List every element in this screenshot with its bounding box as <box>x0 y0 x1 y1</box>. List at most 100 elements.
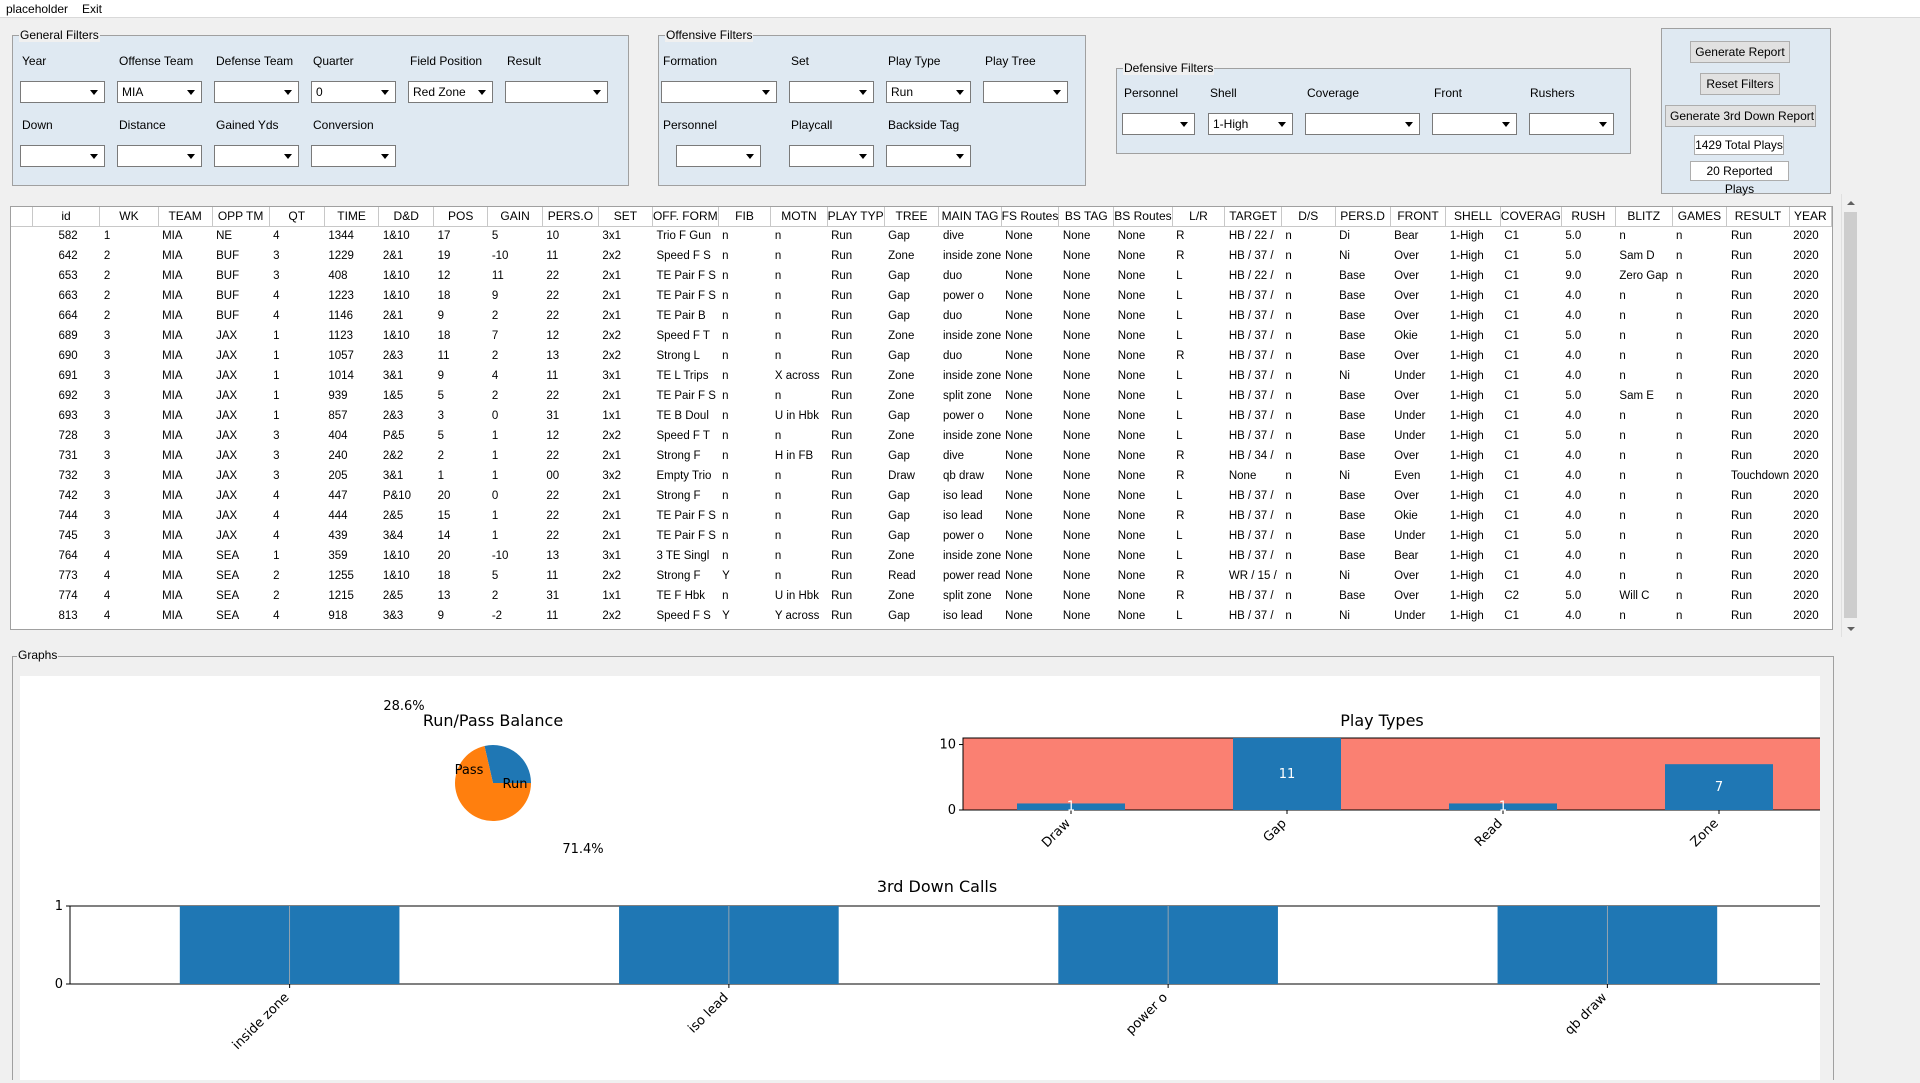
set-combo[interactable] <box>789 81 874 103</box>
chevron-down-icon[interactable] <box>855 84 871 100</box>
column-header[interactable]: POS <box>433 207 489 227</box>
offense-team-combo[interactable]: MIA <box>117 81 202 103</box>
shell-combo[interactable]: 1-High <box>1208 113 1293 135</box>
plays-table[interactable]: id WK TEAM OPP TM QT TIME D&D POS GAIN PERS.O SET O… <box>10 206 1833 630</box>
conversion-combo[interactable] <box>311 145 396 167</box>
table-row[interactable]: 742 3 MIA JAX 4 447 P&10 20 0 22 2x1 Strong F n n Run G… <box>11 486 1832 506</box>
table-row[interactable]: 731 3 MIA JAX 3 240 2&2 2 1 22 2x1 Strong F n H in FB… <box>11 446 1832 466</box>
menu-item-exit[interactable]: Exit <box>82 2 103 16</box>
chevron-down-icon[interactable] <box>1401 116 1417 132</box>
column-header[interactable]: D/S <box>1281 207 1336 227</box>
chevron-down-icon[interactable] <box>589 84 605 100</box>
playcall-combo[interactable] <box>789 145 874 167</box>
off-personnel-combo[interactable] <box>676 145 761 167</box>
chevron-down-icon[interactable] <box>183 84 199 100</box>
table-row[interactable]: 691 3 MIA JAX 1 1014 3&1 9 4 11 3x1 TE L Trips n X ac… <box>11 366 1832 386</box>
chevron-down-icon[interactable] <box>1595 116 1611 132</box>
column-header[interactable]: PLAY TYP <box>827 207 885 227</box>
down-combo[interactable] <box>20 145 105 167</box>
field-position-combo[interactable]: Red Zone <box>408 81 493 103</box>
column-header[interactable]: TREE <box>884 207 940 227</box>
column-header[interactable]: GAMES <box>1672 207 1728 227</box>
defense-team-combo[interactable] <box>214 81 299 103</box>
table-row[interactable]: 813 4 MIA SEA 4 918 3&3 9 -2 11 2x2 Speed F S Y Y acr… <box>11 606 1832 626</box>
chevron-down-icon[interactable] <box>280 148 296 164</box>
gained-yds-combo[interactable] <box>214 145 299 167</box>
column-header[interactable]: TEAM <box>158 207 213 227</box>
front-combo[interactable] <box>1432 113 1517 135</box>
column-header[interactable]: L/R <box>1172 207 1226 227</box>
column-header[interactable]: D&D <box>378 207 435 227</box>
column-header[interactable]: BS Routes <box>1113 207 1173 227</box>
table-row[interactable]: 653 2 MIA BUF 3 408 1&10 12 11 22 2x1 TE Pair F S n n… <box>11 266 1832 286</box>
column-header[interactable]: YEAR <box>1789 207 1832 227</box>
chevron-down-icon[interactable] <box>377 84 393 100</box>
column-header[interactable]: OPP TM <box>212 207 270 227</box>
table-row[interactable]: 728 3 MIA JAX 3 404 P&5 5 1 12 2x2 Speed F T n n Run Zo… <box>11 426 1832 446</box>
column-header[interactable]: TIME <box>324 207 380 227</box>
column-header[interactable]: MOTN <box>770 207 828 227</box>
result-combo[interactable] <box>505 81 608 103</box>
chevron-down-icon[interactable] <box>855 148 871 164</box>
scroll-down-icon[interactable] <box>1842 620 1859 637</box>
chevron-down-icon[interactable] <box>1274 116 1290 132</box>
backside-tag-combo[interactable] <box>886 145 971 167</box>
coverage-combo[interactable] <box>1305 113 1420 135</box>
column-header[interactable]: BS TAG <box>1058 207 1115 227</box>
play-type-combo[interactable]: Run <box>886 81 971 103</box>
play-tree-combo[interactable] <box>983 81 1068 103</box>
chevron-down-icon[interactable] <box>742 148 758 164</box>
column-header[interactable]: FRONT <box>1390 207 1447 227</box>
column-header[interactable]: RESULT <box>1726 207 1790 227</box>
column-header[interactable]: PERS.D <box>1335 207 1391 227</box>
chevron-down-icon[interactable] <box>758 84 774 100</box>
chevron-down-icon[interactable] <box>280 84 296 100</box>
chevron-down-icon[interactable] <box>86 84 102 100</box>
column-header[interactable]: MAIN TAG <box>938 207 1002 227</box>
table-row[interactable]: 689 3 MIA JAX 1 1123 1&10 18 7 12 2x2 Speed F T n n Ru… <box>11 326 1832 346</box>
chevron-down-icon[interactable] <box>474 84 490 100</box>
column-header[interactable]: id <box>32 207 101 227</box>
chevron-down-icon[interactable] <box>1176 116 1192 132</box>
distance-combo[interactable] <box>117 145 202 167</box>
table-row[interactable]: 642 2 MIA BUF 3 1229 2&1 19 -10 11 2x2 Speed F S n n R… <box>11 246 1832 266</box>
column-header[interactable]: RUSH <box>1561 207 1616 227</box>
table-row[interactable]: 774 4 MIA SEA 2 1215 2&5 13 2 31 1x1 TE F Hbk n U in … <box>11 586 1832 606</box>
chevron-down-icon[interactable] <box>952 148 968 164</box>
formation-combo[interactable] <box>661 81 777 103</box>
table-row[interactable]: 732 3 MIA JAX 3 205 3&1 1 1 00 3x2 Empty Trio n n Run D… <box>11 466 1832 486</box>
column-header[interactable]: SET <box>598 207 653 227</box>
scroll-thumb[interactable] <box>1844 212 1857 618</box>
generate-3rd-down-report-button[interactable]: Generate 3rd Down Report <box>1665 105 1816 127</box>
table-row[interactable]: 764 4 MIA SEA 1 359 1&10 20 -10 13 3x1 3 TE Singl n n… <box>11 546 1832 566</box>
column-header[interactable]: BLITZ <box>1615 207 1673 227</box>
table-vertical-scrollbar[interactable] <box>1841 194 1858 637</box>
column-header[interactable]: FIB <box>718 207 772 227</box>
table-row[interactable]: 690 3 MIA JAX 1 1057 2&3 11 2 13 2x2 Strong L n n Run G… <box>11 346 1832 366</box>
column-header[interactable]: OFF. FORM <box>652 207 719 227</box>
table-row[interactable]: 663 2 MIA BUF 4 1223 1&10 18 9 22 2x1 TE Pair F S n n… <box>11 286 1832 306</box>
table-row[interactable]: 693 3 MIA JAX 1 857 2&3 3 0 31 1x1 TE B Doul n U in H… <box>11 406 1832 426</box>
reset-filters-button[interactable]: Reset Filters <box>1700 73 1780 95</box>
column-header[interactable]: QT <box>269 207 325 227</box>
column-header[interactable]: SHELL <box>1445 207 1501 227</box>
chevron-down-icon[interactable] <box>86 148 102 164</box>
scroll-up-icon[interactable] <box>1842 194 1859 211</box>
generate-report-button[interactable]: Generate Report <box>1690 41 1790 63</box>
column-header[interactable]: WK <box>99 207 159 227</box>
table-row[interactable]: 582 1 MIA NE 4 1344 1&10 17 5 10 3x1 Trio F Gun n n Ru… <box>11 226 1832 246</box>
column-header[interactable]: TARGET <box>1224 207 1282 227</box>
chevron-down-icon[interactable] <box>377 148 393 164</box>
def-personnel-combo[interactable] <box>1122 113 1195 135</box>
rushers-combo[interactable] <box>1529 113 1614 135</box>
chevron-down-icon[interactable] <box>952 84 968 100</box>
quarter-combo[interactable]: 0 <box>311 81 396 103</box>
chevron-down-icon[interactable] <box>1498 116 1514 132</box>
column-header[interactable]: GAIN <box>487 207 543 227</box>
chevron-down-icon[interactable] <box>1049 84 1065 100</box>
chevron-down-icon[interactable] <box>183 148 199 164</box>
